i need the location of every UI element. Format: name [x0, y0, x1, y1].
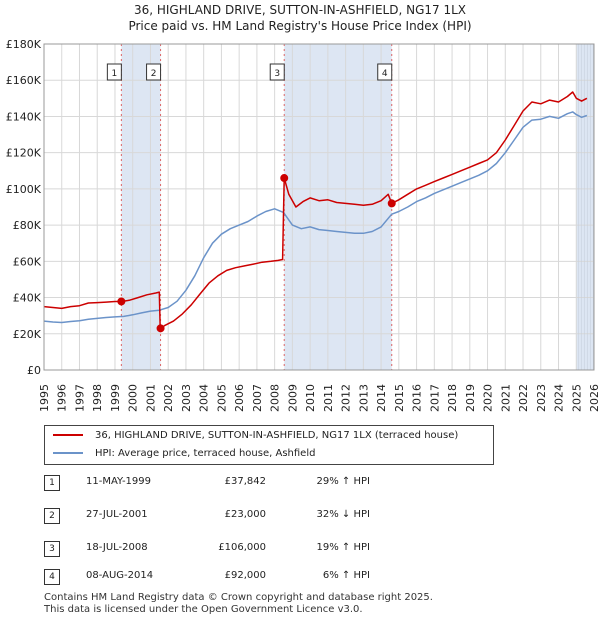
sale-date: 08-AUG-2014 [86, 570, 154, 581]
x-tick-label: 2023 [535, 384, 548, 412]
chart-subtitle: Price paid vs. HM Land Registry's House … [128, 19, 472, 33]
x-tick-label: 2013 [357, 384, 370, 412]
chart-title: 36, HIGHLAND DRIVE, SUTTON-IN-ASHFIELD, … [133, 3, 467, 17]
sale-hpi-diff: 6% ↑ HPI [322, 570, 370, 581]
sale-label-box [269, 63, 285, 81]
sale-label: 4 [382, 69, 388, 79]
legend-swatch-price [53, 434, 83, 436]
legend-label-price: 36, HIGHLAND DRIVE, SUTTON-IN-ASHFIELD, … [95, 430, 459, 441]
shaded-period [284, 44, 392, 370]
x-tick-label: 2008 [269, 384, 282, 412]
sale-point [387, 199, 396, 208]
x-tick-label: 2016 [411, 384, 424, 412]
sale-label-box [377, 63, 393, 81]
footer-copyright: Contains HM Land Registry data © Crown c… [44, 592, 433, 603]
x-tick-label: 2001 [144, 384, 157, 412]
x-tick-label: 2005 [215, 384, 228, 412]
legend-item-price: 36, HIGHLAND DRIVE, SUTTON-IN-ASHFIELD, … [53, 428, 458, 444]
x-tick-label: 1997 [73, 384, 86, 412]
y-tick-label: £60K [13, 255, 42, 268]
sale-label-box [146, 63, 162, 81]
y-tick-label: £40K [13, 292, 42, 305]
shaded-period [576, 44, 594, 370]
x-tick-label: 2017 [428, 384, 441, 412]
x-tick-label: 2024 [553, 384, 566, 412]
x-tick-label: 2026 [588, 384, 600, 412]
price-series-line [43, 91, 588, 330]
sale-date: 18-JUL-2008 [86, 542, 148, 553]
sale-label-box [106, 63, 122, 81]
sale-date: 27-JUL-2001 [86, 509, 148, 520]
y-tick-label: £160K [6, 74, 42, 87]
y-tick-label: £180K [6, 38, 42, 51]
sale-label: 2 [151, 69, 157, 79]
x-tick-label: 2020 [482, 384, 495, 412]
sale-hpi-diff: 29% ↑ HPI [316, 476, 370, 487]
x-tick-label: 2000 [127, 384, 140, 412]
sale-number: 1 [44, 475, 60, 491]
legend-swatch-hpi [53, 452, 83, 454]
legend-item-hpi: HPI: Average price, terraced house, Ashf… [53, 446, 315, 462]
sale-hpi-diff: 32% ↓ HPI [316, 509, 370, 520]
x-tick-label: 2021 [499, 384, 512, 412]
sale-point [117, 297, 126, 306]
hpi-series-line [43, 111, 588, 324]
y-tick-label: £100K [6, 183, 42, 196]
x-tick-label: 2009 [286, 384, 299, 412]
footer-licence: This data is licensed under the Open Gov… [44, 604, 363, 615]
x-tick-label: 1995 [38, 384, 51, 412]
legend: 36, HIGHLAND DRIVE, SUTTON-IN-ASHFIELD, … [44, 425, 494, 465]
x-tick-label: 2014 [375, 384, 388, 412]
y-tick-label: £0 [27, 364, 41, 377]
sale-price: £106,000 [218, 542, 266, 553]
sale-number: 2 [44, 508, 60, 524]
x-tick-label: 2022 [517, 384, 530, 412]
sale-number: 4 [44, 569, 60, 585]
table-row: 1 11-MAY-1999 £37,842 29% ↑ HPI [0, 474, 600, 494]
sale-price: £92,000 [224, 570, 266, 581]
x-tick-label: 2015 [393, 384, 406, 412]
y-tick-label: £20K [13, 328, 42, 341]
x-tick-label: 2019 [464, 384, 477, 412]
table-row: 4 08-AUG-2014 £92,000 6% ↑ HPI [0, 568, 600, 588]
x-tick-label: 2011 [322, 384, 335, 412]
y-tick-label: £140K [6, 110, 42, 123]
legend-label-hpi: HPI: Average price, terraced house, Ashf… [95, 448, 316, 459]
sale-point [280, 174, 289, 183]
table-row: 2 27-JUL-2001 £23,000 32% ↓ HPI [0, 507, 600, 527]
sale-label: 1 [111, 69, 117, 79]
x-tick-label: 2010 [304, 384, 317, 412]
plot-border [43, 43, 595, 371]
sale-point [156, 324, 165, 333]
sale-label: 3 [274, 69, 280, 79]
x-tick-label: 2025 [570, 384, 583, 412]
y-tick-label: £120K [6, 147, 42, 160]
x-tick-label: 2018 [446, 384, 459, 412]
sale-price: £23,000 [224, 509, 266, 520]
sale-price: £37,842 [224, 476, 266, 487]
shaded-period [121, 44, 161, 370]
x-tick-label: 2002 [162, 384, 175, 412]
x-tick-label: 1998 [91, 384, 104, 412]
y-tick-label: £80K [13, 219, 42, 232]
footer: Contains HM Land Registry data © Crown c… [44, 592, 433, 616]
sale-hpi-diff: 19% ↑ HPI [316, 542, 370, 553]
sale-number: 3 [44, 541, 60, 557]
sale-date: 11-MAY-1999 [86, 476, 152, 487]
x-tick-label: 1999 [109, 384, 122, 412]
x-tick-label: 2012 [340, 384, 353, 412]
price-chart: 1 2 3 4 £0 £20K £40K £60K £80K £100K £120K £140K £16… [6, 38, 600, 412]
x-tick-label: 2007 [251, 384, 264, 412]
x-tick-label: 2003 [180, 384, 193, 412]
x-tick-label: 2006 [233, 384, 246, 412]
table-row: 3 18-JUL-2008 £106,000 19% ↑ HPI [0, 540, 600, 560]
x-tick-label: 2004 [198, 384, 211, 412]
x-tick-label: 1996 [56, 384, 69, 412]
